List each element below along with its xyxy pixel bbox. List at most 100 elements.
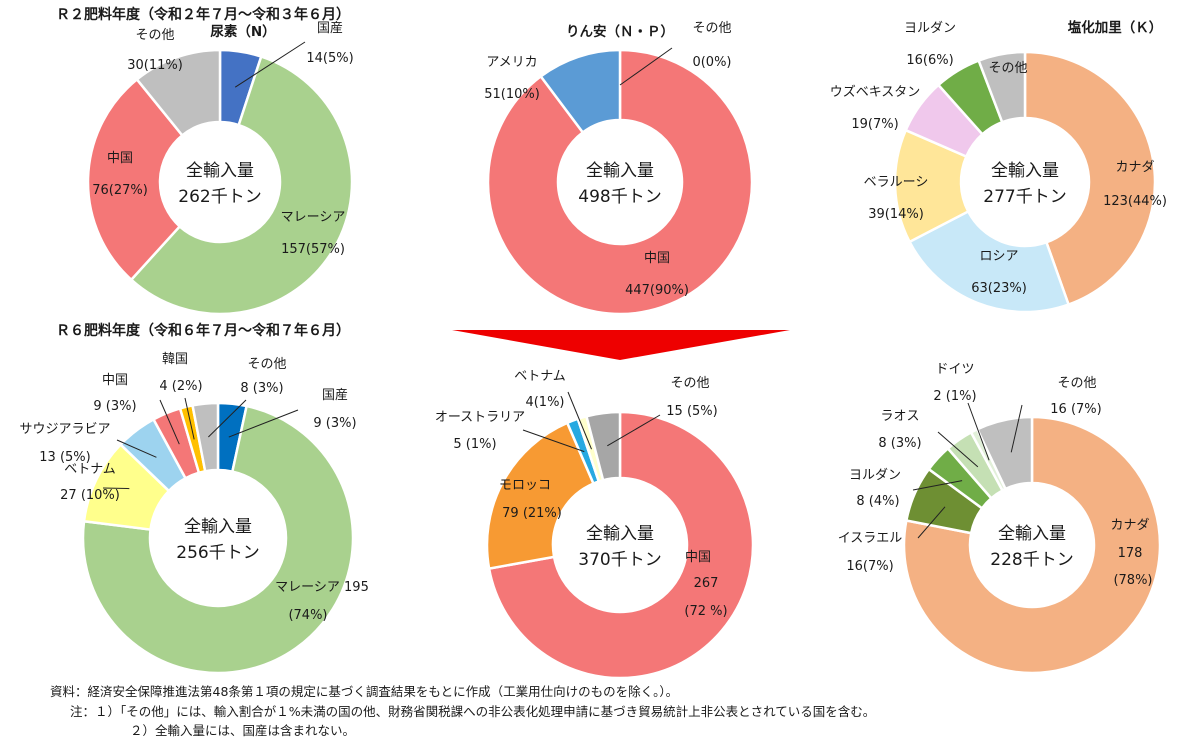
center-label-phosphate-r6: 全輸入量 — [586, 524, 654, 544]
donut-potash-r6: 全輸入量 228千トン カナダ 178 (78%) イスラエル 16(7%) ヨルダン 8 (4… — [838, 362, 1162, 675]
donut-phosphate-r6: 全輸入量 370千トン 中国 267 (72 %) モロッコ 79 (21%) オーストラリア… — [435, 369, 755, 680]
slice-urea-r2-2 — [86, 77, 185, 282]
leader-line-phosphate-r6-1 — [567, 391, 592, 450]
slice-value-urea-r2-3: 30(11%) — [127, 58, 183, 73]
slice-phosphate-r2-2 — [539, 48, 622, 135]
slice-potash-r6-5 — [975, 415, 1034, 491]
slice-value-phosphate-r6-0: 267 — [694, 576, 719, 591]
r6-section-heading: Ｒ６肥料年度（令和６年７月～令和７年６月） — [56, 323, 350, 339]
slice-name-potash-r6-3: ラオス — [880, 409, 919, 424]
slice-value-potash-r6-2: 8 (4%) — [856, 494, 899, 509]
slice-value-urea-r2-0: 14(5%) — [306, 51, 353, 66]
slice-name-potash-r2-5: その他 — [988, 61, 1027, 76]
slice-value-phosphate-r2-0: 0(0%) — [692, 55, 731, 70]
center-value-phosphate-r6: 370千トン — [578, 550, 661, 570]
slice-value-potash-r6-4: 2 (1%) — [933, 389, 976, 404]
slice-value-potash-r6-1: 16(7%) — [846, 559, 893, 574]
leader-line-phosphate-r6-0 — [522, 429, 585, 453]
slice-potash-r2-5 — [977, 50, 1027, 124]
leader-line-phosphate-r2-0 — [619, 47, 673, 86]
center-value-phosphate-r2: 498千トン — [578, 187, 661, 207]
slice-phosphate-r6-0 — [487, 410, 755, 680]
r2-section-heading: Ｒ２肥料年度（令和２年７月～令和３年６月） — [56, 7, 350, 23]
slice-name-phosphate-r6-3: ベトナム — [514, 369, 566, 384]
slice-name-phosphate-r2-0: その他 — [692, 21, 731, 36]
leader-line-potash-r6-3 — [967, 402, 990, 461]
slice-name-phosphate-r2-1: 中国 — [644, 251, 670, 266]
slice-value-phosphate-r6-1: 79 (21%) — [502, 506, 562, 521]
slice-name-urea-r6-1: マレーシア 195 — [275, 580, 369, 595]
slice-value-potash-r2-2: 39(14%) — [868, 207, 924, 222]
slice-value-urea-r6-2: 27 (10%) — [60, 488, 120, 503]
slice-value-urea-r6-4: 9 (3%) — [93, 399, 136, 414]
slice-value-urea-r2-1: 157(57%) — [281, 242, 345, 257]
chart-title-urea-r2: 尿素（N） — [210, 23, 275, 40]
center-label-urea-r2: 全輸入量 — [186, 161, 254, 181]
slice-name-potash-r6-2: ヨルダン — [849, 468, 901, 483]
source-note: 資料：経済安全保障推進法第48条第１項の規定に基づく調査結果をもとに作成（工業用… — [50, 684, 679, 699]
slice-name-urea-r6-3: サウジアラビア — [19, 422, 110, 437]
slice-name-phosphate-r2-2: アメリカ — [486, 55, 537, 70]
slice-value-potash-r6-0: 178 — [1118, 546, 1143, 561]
slice-potash-r2-1 — [907, 209, 1071, 314]
donut-charts-canvas: 全輸入量 262千トン 尿素（N） 国産 14(5%) マレーシア 157(57%) 中国 76… — [19, 19, 1167, 680]
leader-line-urea-r6-5 — [102, 487, 130, 490]
slice-percent-potash-r6-0: (78%) — [1113, 573, 1152, 588]
slice-name-potash-r2-3: ウズベキスタン — [830, 84, 921, 100]
slice-urea-r2-3 — [135, 48, 222, 138]
donut-urea-r2: 全輸入量 262千トン 尿素（N） 国産 14(5%) マレーシア 157(57%) 中国 76… — [86, 20, 354, 316]
slice-name-potash-r2-4: ヨルダン — [904, 21, 956, 36]
slice-name-urea-r2-0: 国産 — [317, 20, 343, 36]
slice-percent-phosphate-r6-0: (72 %) — [684, 604, 727, 619]
slice-value-potash-r2-3: 19(7%) — [851, 117, 898, 132]
leader-line-potash-r6-2 — [937, 431, 979, 468]
slice-name-urea-r2-2: 中国 — [107, 151, 133, 166]
slice-value-potash-r6-5: 16 (7%) — [1050, 402, 1101, 417]
slice-name-potash-r2-1: ロシア — [979, 249, 1018, 264]
slice-value-potash-r2-1: 63(23%) — [971, 281, 1027, 296]
slice-value-phosphate-r2-1: 447(90%) — [625, 283, 689, 298]
leader-line-urea-r6-3 — [184, 397, 195, 440]
slice-name-phosphate-r6-2: オーストラリア — [435, 410, 525, 425]
center-label-phosphate-r2: 全輸入量 — [586, 161, 654, 181]
slice-phosphate-r6-1 — [485, 421, 596, 571]
slice-name-phosphate-r6-0: 中国 — [685, 550, 711, 565]
slice-name-potash-r2-0: カナダ — [1115, 160, 1154, 175]
footnote-2: ２）全輸入量には、国産は含まれない。 — [130, 723, 356, 738]
slice-phosphate-r2-1 — [486, 48, 754, 316]
slice-name-potash-r6-4: ドイツ — [935, 362, 974, 377]
slice-name-potash-r6-5: その他 — [1057, 376, 1096, 391]
slice-value-urea-r6-3: 13 (5%) — [39, 450, 90, 465]
slice-name-urea-r2-3: その他 — [135, 28, 174, 43]
leader-line-potash-r6-4 — [1010, 404, 1023, 453]
transition-arrow — [452, 330, 790, 360]
center-value-potash-r2: 277千トン — [983, 187, 1066, 207]
leader-line-urea-r6-2 — [159, 399, 180, 445]
slice-value-phosphate-r2-2: 51(10%) — [484, 87, 540, 102]
leader-line-potash-r6-1 — [912, 480, 963, 491]
slice-value-potash-r2-0: 123(44%) — [1103, 194, 1167, 209]
slice-value-potash-r6-3: 8 (3%) — [878, 436, 921, 451]
slice-name-urea-r6-5: 韓国 — [162, 352, 188, 367]
footnote-1: 注：１）「その他」には、輸入割合が１%未満の国の他、財務省関税課への非公表化処理… — [70, 703, 876, 719]
leader-line-urea-r6-1 — [116, 439, 157, 458]
footnotes: 資料：経済安全保障推進法第48条第１項の規定に基づく調査結果をもとに作成（工業用… — [50, 682, 875, 741]
center-label-potash-r6: 全輸入量 — [998, 524, 1066, 544]
center-label-potash-r2: 全輸入量 — [991, 161, 1059, 181]
chart-title-phosphate-r2: りん安（Ｎ・Ｐ） — [566, 23, 674, 40]
slice-value-phosphate-r6-3: 4(1%) — [525, 395, 564, 410]
slice-name-potash-r6-1: イスラエル — [838, 531, 903, 546]
slice-name-phosphate-r6-4: その他 — [670, 376, 709, 391]
slice-value-phosphate-r6-4: 15 (5%) — [666, 404, 717, 419]
slice-name-urea-r6-6: その他 — [247, 357, 286, 372]
slice-name-urea-r6-0: 国産 — [322, 387, 348, 403]
leader-line-urea-r2-0 — [234, 41, 306, 88]
slice-urea-r6-6 — [191, 401, 220, 473]
slice-name-urea-r6-4: 中国 — [102, 373, 128, 388]
slice-value-urea-r2-2: 76(27%) — [92, 183, 148, 198]
leader-line-urea-r6-4 — [208, 399, 247, 438]
slice-name-potash-r6-0: カナダ — [1110, 518, 1149, 533]
center-value-urea-r2: 262千トン — [178, 187, 261, 207]
